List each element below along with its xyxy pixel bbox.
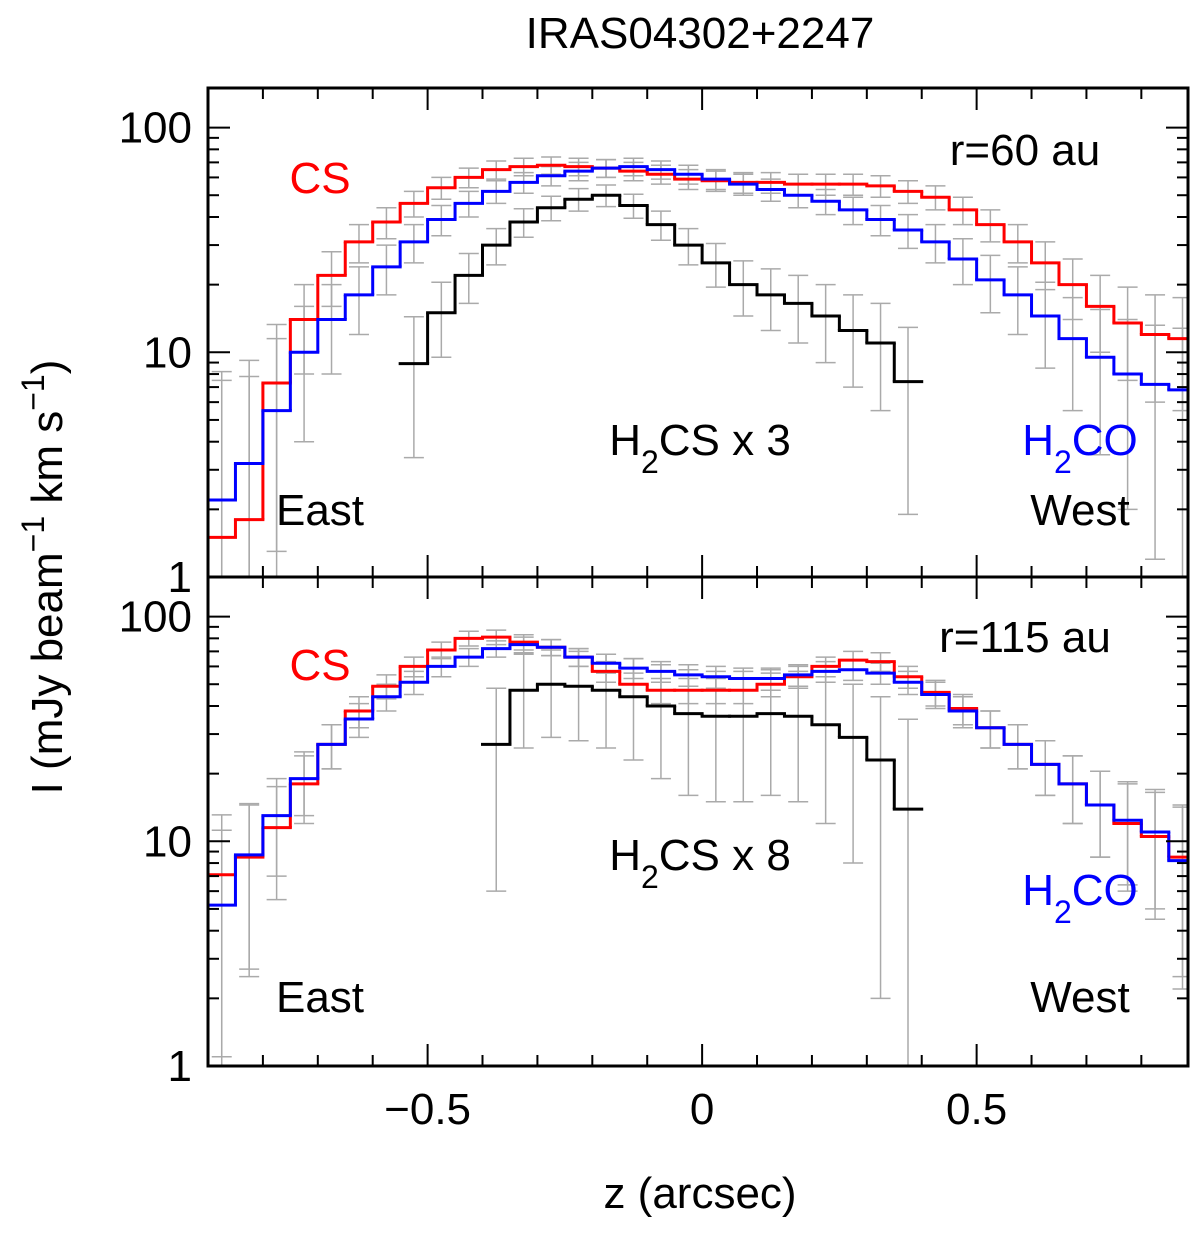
annotation: East (276, 973, 364, 1022)
y-tick-label: 1 (168, 1042, 192, 1091)
x-axis-label: z (arcsec) (603, 1169, 796, 1218)
plot-area (208, 629, 1188, 1066)
series-label: H2CS x 3 (609, 416, 791, 480)
series-label-part: 2 (1054, 444, 1072, 480)
series-label-part: H (1022, 416, 1054, 465)
series-label-part: H (609, 416, 641, 465)
y-axis-label-part: km s (23, 411, 72, 516)
annotation: East (276, 486, 364, 535)
plot-area (208, 156, 1188, 577)
y-axis-label-part: I (mJy beam (23, 552, 72, 794)
y-tick-label: 10 (143, 817, 192, 866)
annotation: West (1030, 973, 1129, 1022)
y-tick-label: 1 (168, 553, 192, 602)
annotation: r=60 au (950, 126, 1100, 175)
series-label: H2CO (1022, 416, 1138, 480)
frame (206, 575, 1190, 1068)
series-label-part: CS (289, 641, 350, 690)
series-label: H2CO (1022, 866, 1138, 930)
y-tick-label: 100 (119, 593, 192, 642)
series-label: H2CS x 8 (609, 831, 791, 895)
annotation: r=115 au (939, 613, 1111, 662)
annotation: West (1030, 486, 1129, 535)
y-tick-label: 100 (119, 104, 192, 153)
series-label-part: CS x 3 (659, 416, 791, 465)
y-tick-label: 10 (143, 328, 192, 377)
series-label-part: H (1022, 866, 1054, 915)
x-tick-label: 0.5 (946, 1085, 1007, 1134)
x-tick-label: 0 (690, 1085, 714, 1134)
series-label-part: CS x 8 (659, 831, 791, 880)
series-label-part: CO (1072, 866, 1138, 915)
y-axis-label-part: −1 (15, 374, 51, 410)
series-label-part: 2 (1054, 894, 1072, 930)
figure-title: IRAS04302+2247 (526, 9, 875, 58)
series-label-part: CO (1072, 416, 1138, 465)
series-label-part: CS (289, 154, 350, 203)
series-label-part: 2 (641, 859, 659, 895)
series-label-part: 2 (641, 444, 659, 480)
y-axis-label-part: −1 (15, 516, 51, 552)
series-label: CS (289, 154, 350, 203)
y-axis-label: I (mJy beam−1 km s−1) (15, 360, 72, 795)
y-axis-label-part: ) (23, 360, 72, 375)
series-label-part: H (609, 831, 641, 880)
series-label: CS (289, 641, 350, 690)
x-tick-label: −0.5 (384, 1085, 471, 1134)
